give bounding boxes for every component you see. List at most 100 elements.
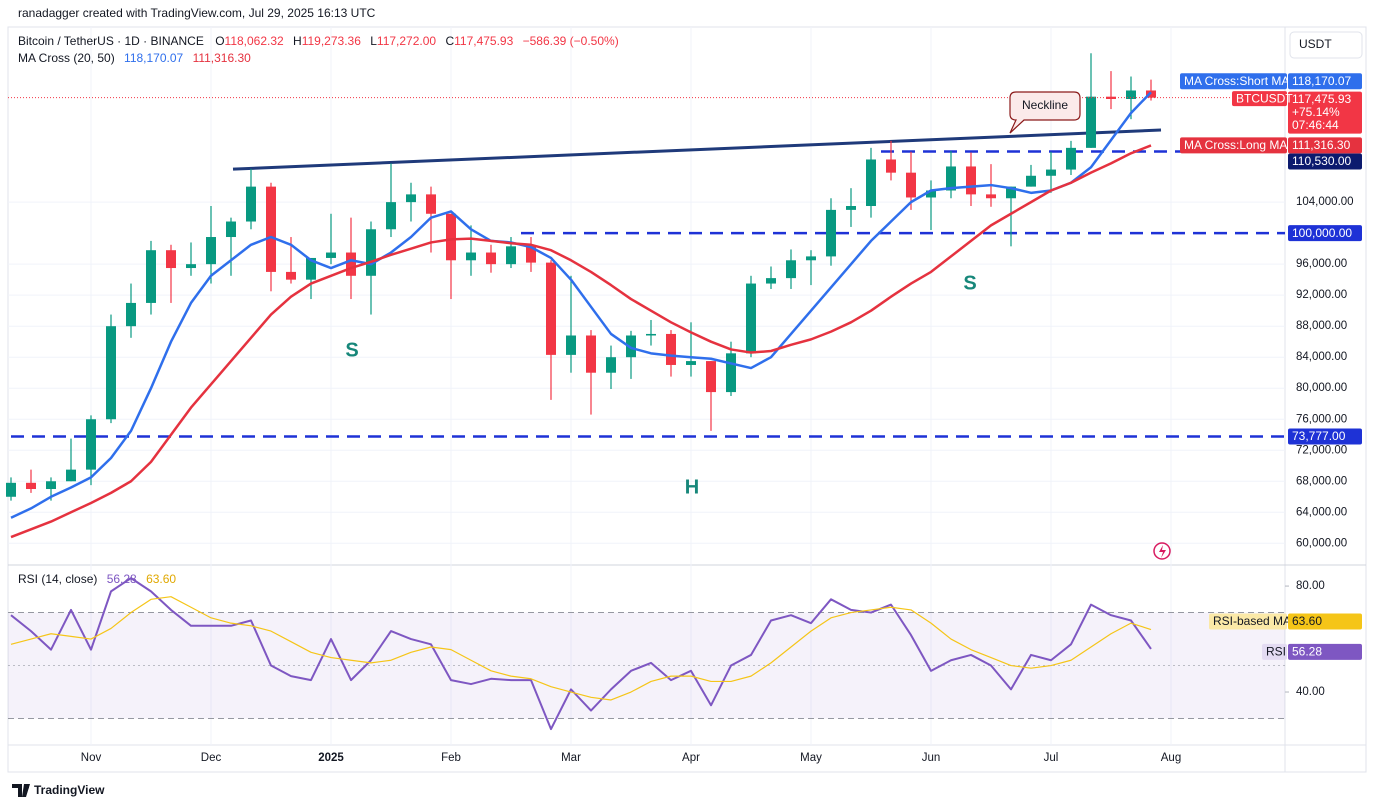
symbol: BTCUSDT [1236, 91, 1293, 105]
legend-value: 118,170.07 [124, 51, 183, 65]
indicator-legend: MA Cross (20, 50) 118,170.07 111,316.30 [18, 51, 251, 65]
rsi-name-box [1262, 643, 1287, 660]
candle-body [306, 257, 316, 280]
x-tick-label: Aug [1161, 752, 1181, 764]
candle-body [486, 252, 496, 265]
y-tick-label: 60,000.00 [1296, 537, 1347, 549]
rsi-value: 56.28 [1292, 645, 1322, 659]
candle-body [206, 237, 216, 265]
rsi-name: RSI [1266, 645, 1286, 659]
candle-body [726, 353, 736, 393]
candle-body [626, 335, 636, 358]
level-label-box [1288, 225, 1362, 242]
change-pct: +75.14% [1292, 105, 1340, 119]
candle-body [266, 186, 276, 272]
currency-box[interactable] [1289, 31, 1363, 59]
candle-body [86, 419, 96, 470]
candle-body [446, 213, 456, 261]
currency[interactable]: USDT [1299, 37, 1332, 51]
ma-long-name-box [1180, 137, 1287, 154]
candle-body [1046, 169, 1056, 176]
footer: TradingView [34, 783, 105, 797]
x-tick-label: Apr [682, 752, 700, 764]
candle-body [886, 159, 896, 173]
x-tick-label: Feb [441, 752, 461, 764]
candle-body [806, 256, 816, 261]
ohlc-value: 117,475.93 [454, 34, 513, 48]
candle-body [66, 469, 76, 482]
ma-short-name: MA Cross:Short MA [1184, 74, 1289, 88]
ma-short-value-box [1288, 73, 1362, 90]
rsi-legend: RSI (14, close) 56.28 63.60 [18, 572, 176, 586]
legend-value: 56.28 [107, 572, 137, 586]
rsi-ma-value-box [1288, 613, 1362, 630]
y-tick-label: 72,000.00 [1296, 444, 1347, 456]
price-box [1288, 91, 1362, 134]
candle-body [646, 333, 656, 336]
candle-body [506, 246, 516, 265]
countdown: 07:46:44 [1292, 118, 1339, 132]
rsi-ma-name-box [1209, 613, 1287, 630]
candle-body [666, 333, 676, 365]
series-line [10, 91, 1152, 519]
ma-short-value: 118,170.07 [1292, 74, 1351, 88]
ma-long-value: 111,316.30 [1292, 138, 1351, 152]
candle-body [466, 252, 476, 261]
x-tick-label: 2025 [318, 752, 344, 764]
pattern-label: S [963, 272, 976, 294]
ohlc-value: 119,273.36 [302, 34, 361, 48]
x-tick-label: Jul [1044, 752, 1059, 764]
alert-icon[interactable] [1153, 542, 1171, 560]
candle-body [946, 166, 956, 191]
x-tick-label: Mar [561, 752, 581, 764]
plot-layer: Nov Dec 2025 Feb Mar Apr May Jun Jul Aug 60,000.00… [6, 27, 1362, 764]
rsi-title: RSI (14, close) [18, 572, 97, 586]
candle-body [346, 252, 356, 276]
candle-body [526, 246, 536, 263]
x-tick-label: Nov [81, 752, 102, 764]
neckline-label: Neckline [1022, 98, 1068, 112]
candle-body [1106, 96, 1116, 100]
alert-bolt[interactable] [1159, 545, 1166, 558]
candle-body [166, 250, 176, 269]
y-tick-label: 68,000.00 [1296, 475, 1347, 487]
legend-value: 63.60 [146, 572, 176, 586]
candle-body [566, 335, 576, 355]
header: ranadagger created with TradingView.com,… [18, 6, 376, 20]
candle-body [126, 302, 136, 327]
ma-long-name: MA Cross:Long MA [1184, 138, 1287, 152]
y-tick-label: 92,000.00 [1296, 289, 1347, 301]
candle-body [1006, 186, 1016, 199]
candle-body [26, 482, 36, 490]
candle-body [366, 229, 376, 276]
candle-body [1066, 147, 1076, 170]
candle-body [6, 482, 16, 497]
candle-body [226, 221, 236, 238]
candle-body [546, 262, 556, 355]
symbol-title: Bitcoin / TetherUS · 1D · BINANCE [18, 34, 204, 48]
candle-body [186, 264, 196, 269]
candle-body [146, 250, 156, 303]
ma-short-name-box [1180, 73, 1287, 90]
y-tick-label: 88,000.00 [1296, 320, 1347, 332]
change: −586.39 (−0.50%) [523, 34, 619, 48]
y-tick-label: 80.00 [1296, 580, 1325, 592]
pattern-label: S [345, 339, 358, 361]
ohlc-value: 118,062.32 [225, 34, 284, 48]
y-tick-label: 64,000.00 [1296, 506, 1347, 518]
candle-body [966, 166, 976, 195]
last-price: 117,475.93 [1292, 92, 1351, 106]
level-label-box [1288, 428, 1362, 445]
candle-body [106, 326, 116, 420]
level-label: 73,777.00 [1292, 429, 1346, 443]
legend-value: 111,316.30 [193, 51, 252, 65]
ohlc-value: 117,272.00 [377, 34, 436, 48]
y-tick-label: 40.00 [1296, 686, 1325, 698]
ohlc-key: O [215, 34, 224, 48]
y-tick-label: 80,000.00 [1296, 382, 1347, 394]
candle-body [286, 271, 296, 280]
candle-body [1146, 90, 1156, 98]
ohlc-key: C [445, 34, 454, 48]
candle-body [766, 278, 776, 284]
